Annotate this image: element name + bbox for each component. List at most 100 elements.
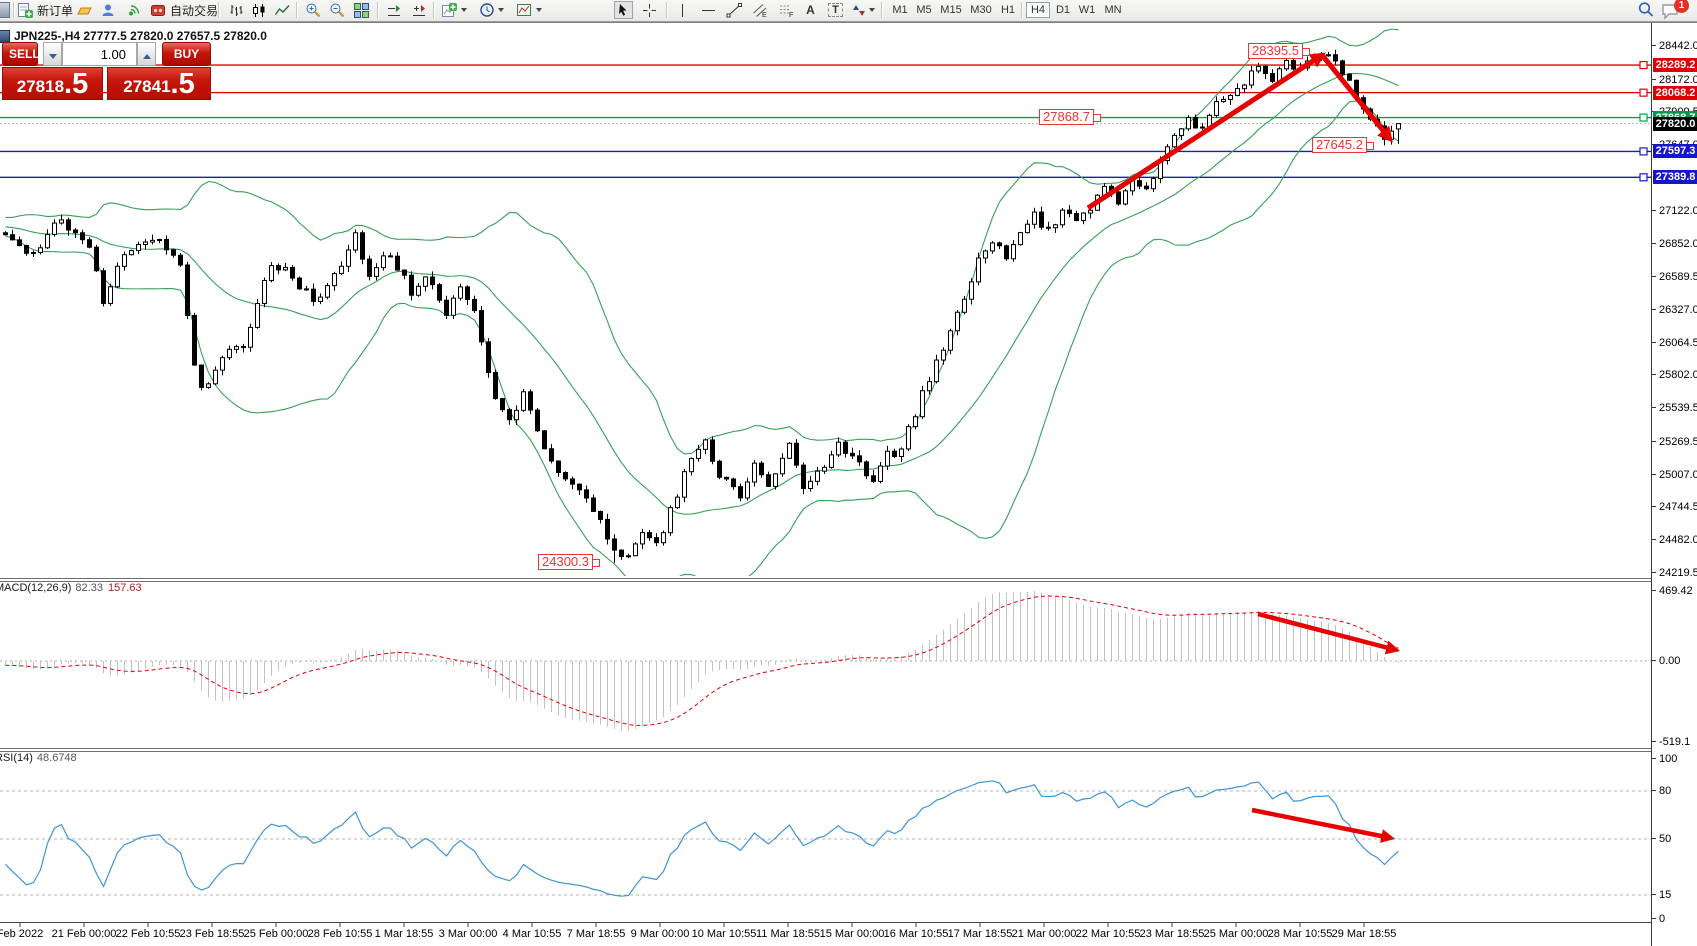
fibonacci-tool-icon[interactable]: F xyxy=(777,1,796,19)
price-tick-label: 25802.0 xyxy=(1652,369,1697,381)
autotrade-button[interactable]: 自动交易 xyxy=(150,1,218,19)
equidistant-channel-tool-icon[interactable]: E xyxy=(751,1,770,19)
time-label: 28 Mar 10:55 xyxy=(1267,928,1333,940)
buy-price-button[interactable]: 27841.5 xyxy=(107,67,211,100)
time-label: 29 Mar 18:55 xyxy=(1331,928,1397,940)
separator xyxy=(218,2,220,18)
time-label: 25 Mar 00:00 xyxy=(1203,928,1269,940)
tf-m5-button[interactable]: M5 xyxy=(916,4,932,16)
tf-m15-button[interactable]: M15 xyxy=(940,4,962,16)
arrows-tool-icon[interactable] xyxy=(850,1,869,19)
time-label: 23 Feb 18:55 xyxy=(179,928,245,940)
zoom-in-icon[interactable] xyxy=(304,1,323,19)
annotation-handle[interactable] xyxy=(1366,142,1374,150)
tile-windows-icon[interactable] xyxy=(352,1,371,19)
time-label: 1 Mar 18:55 xyxy=(374,928,434,940)
annotation-handle[interactable] xyxy=(1093,114,1101,122)
annotation-handle[interactable] xyxy=(592,559,600,567)
autotrade-icon xyxy=(151,4,165,16)
crosshair-tool-icon[interactable] xyxy=(640,1,659,19)
macd-axis-label: 469.42 xyxy=(1652,585,1693,597)
separator xyxy=(666,2,668,18)
toolbar: 新订单 自动交易 E F A T xyxy=(0,0,1697,22)
time-label: 21 Feb 00:00 xyxy=(51,928,117,940)
tf-h1-button[interactable]: H1 xyxy=(1000,4,1016,16)
tf-h4-button[interactable]: H4 xyxy=(1026,2,1050,18)
rsi-axis-label: 80 xyxy=(1652,785,1671,797)
template-icon[interactable] xyxy=(515,1,534,19)
tf-w1-button[interactable]: W1 xyxy=(1078,4,1096,16)
price-tick-label: 28442.0 xyxy=(1652,40,1697,52)
rsi-axis-label: 15 xyxy=(1652,889,1671,901)
clipped-toolbar-icon[interactable] xyxy=(0,1,12,19)
time-label: 9 Mar 00:00 xyxy=(630,928,690,940)
tf-d1-button[interactable]: D1 xyxy=(1055,4,1071,16)
chart-line-icon[interactable] xyxy=(273,1,292,19)
price-tick-label: 24744.5 xyxy=(1652,501,1697,513)
price-tick-label: 24482.0 xyxy=(1652,534,1697,546)
trendline-tool-icon[interactable] xyxy=(725,1,744,19)
cursor-tool-icon[interactable] xyxy=(614,1,633,19)
horizontal-line-tool-icon[interactable] xyxy=(699,1,718,19)
time-label: 4 Mar 10:55 xyxy=(502,928,562,940)
separator xyxy=(1021,2,1023,18)
annotation-handle[interactable] xyxy=(1302,48,1310,56)
new-order-label: 新订单 xyxy=(37,3,74,18)
time-label: 3 Mar 00:00 xyxy=(438,928,498,940)
arrows-tool-caret[interactable] xyxy=(869,8,875,12)
chart-canvas[interactable] xyxy=(0,23,1651,946)
tf-mn-button[interactable]: MN xyxy=(1104,4,1122,16)
chart-shift-icon[interactable] xyxy=(385,1,404,19)
new-order-icon xyxy=(18,2,33,18)
price-annotation[interactable]: 28395.5 xyxy=(1248,43,1310,59)
deposit-icon[interactable] xyxy=(75,1,94,19)
chart-bars-icon[interactable] xyxy=(227,1,246,19)
rsi-axis-label: 50 xyxy=(1652,833,1671,845)
zoom-out-icon[interactable] xyxy=(328,1,347,19)
time-label: 11 Mar 18:55 xyxy=(755,928,821,940)
vertical-line-tool-icon[interactable] xyxy=(673,1,692,19)
price-annotation[interactable]: 27645.2 xyxy=(1312,137,1374,153)
price-tick-label: 25269.5 xyxy=(1652,436,1697,448)
search-icon[interactable] xyxy=(1636,1,1655,19)
auto-scroll-icon[interactable] xyxy=(410,1,429,19)
period-icon[interactable] xyxy=(478,1,497,19)
price-annotation[interactable]: 27868.7 xyxy=(1039,109,1101,125)
triangle-up-icon xyxy=(142,53,151,59)
separator xyxy=(13,2,15,18)
buy-button[interactable]: BUY xyxy=(162,42,211,66)
one-click-trading-panel: SELL BUY 27818.5 27841.5 xyxy=(2,42,211,100)
time-label: 15 Mar 00:00 xyxy=(819,928,885,940)
price-badge: 27597.3 xyxy=(1653,144,1697,159)
chart-candles-icon[interactable] xyxy=(250,1,269,19)
sell-price-button[interactable]: 27818.5 xyxy=(2,67,103,100)
sell-button[interactable]: SELL xyxy=(2,42,40,66)
volume-input[interactable] xyxy=(62,42,137,66)
chat-icon[interactable]: 1 xyxy=(1660,0,1689,20)
text-tool-icon[interactable]: A xyxy=(806,3,815,17)
volume-decrease-button[interactable] xyxy=(43,42,62,66)
symbol-ohlc-info: JPN225-,H4 27777.5 27820.0 27657.5 27820… xyxy=(14,29,267,43)
community-icon[interactable] xyxy=(99,1,118,19)
time-label: Feb 2022 xyxy=(0,928,44,940)
price-badge: 28289.2 xyxy=(1653,58,1697,73)
tf-m30-button[interactable]: M30 xyxy=(970,4,992,16)
price-axis[interactable]: 28442.028172.027909.527647.027122.026852… xyxy=(1651,23,1697,946)
time-label: 22 Mar 10:55 xyxy=(1075,928,1141,940)
new-order-button[interactable]: 新订单 xyxy=(17,1,73,19)
template-caret[interactable] xyxy=(536,8,542,12)
time-label: 7 Mar 18:55 xyxy=(566,928,626,940)
volume-increase-button[interactable] xyxy=(137,42,156,66)
time-label: 22 Feb 10:55 xyxy=(115,928,181,940)
add-indicator-icon[interactable] xyxy=(440,1,459,19)
price-annotation[interactable]: 24300.3 xyxy=(538,554,600,570)
signal-icon[interactable] xyxy=(125,1,144,19)
tf-m1-button[interactable]: M1 xyxy=(892,4,908,16)
time-label: 23 Mar 18:55 xyxy=(1139,928,1205,940)
autotrade-label: 自动交易 xyxy=(170,3,219,18)
period-caret[interactable] xyxy=(498,8,504,12)
text-label-tool-icon[interactable]: T xyxy=(826,1,845,19)
add-indicator-caret[interactable] xyxy=(461,8,467,12)
macd-axis-label: 0.00 xyxy=(1652,655,1680,667)
rsi-label: RSI(14)48.6748 xyxy=(0,752,77,764)
